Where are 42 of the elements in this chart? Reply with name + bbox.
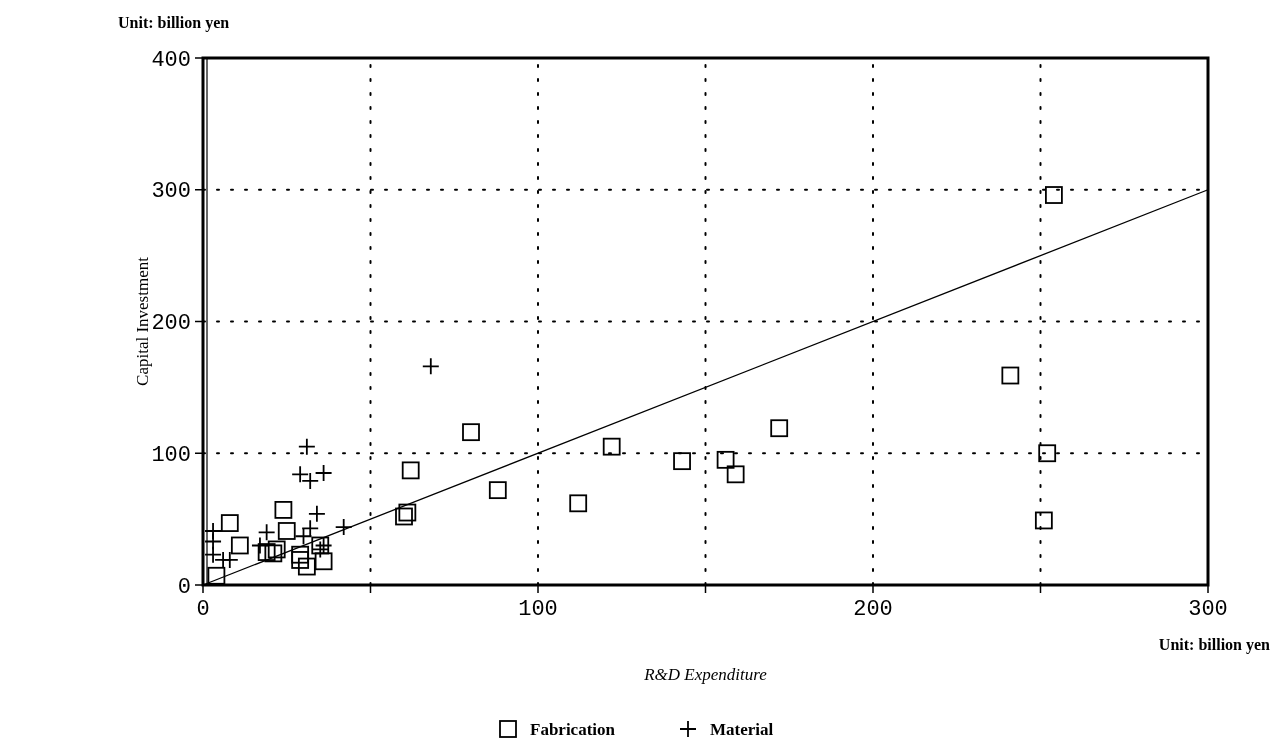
point — [291, 545, 310, 564]
point — [395, 507, 413, 526]
point — [398, 503, 417, 522]
point — [602, 437, 621, 456]
point — [726, 465, 745, 484]
point — [264, 544, 283, 563]
point — [277, 522, 296, 540]
y-axis-title: Capital Investment — [133, 256, 152, 386]
point — [401, 461, 420, 480]
x-tick-label: 0 — [196, 597, 210, 622]
y-tick-label: 200 — [151, 311, 191, 337]
point — [1038, 444, 1057, 463]
point — [716, 450, 735, 469]
legend-label: Fabrication — [530, 720, 616, 739]
point — [1034, 511, 1053, 530]
x-axis-title: R&D Expenditure — [643, 665, 768, 684]
point — [673, 452, 691, 471]
point — [314, 552, 333, 571]
y-tick-label: 400 — [151, 47, 191, 73]
point — [257, 543, 276, 561]
point — [1045, 186, 1063, 204]
point — [569, 494, 588, 513]
y-tick-label: 100 — [151, 442, 191, 468]
point — [274, 501, 293, 519]
x-tick-label: 100 — [518, 597, 558, 622]
point — [770, 419, 789, 438]
x-tick-label: 300 — [1188, 597, 1228, 622]
y-tick-label: 300 — [151, 179, 191, 205]
legend-label: Material — [710, 720, 774, 739]
point — [230, 536, 249, 555]
point — [291, 551, 310, 569]
point — [462, 423, 480, 442]
point — [488, 481, 507, 500]
point — [1001, 366, 1020, 385]
point — [220, 514, 239, 532]
point — [207, 566, 226, 585]
point — [267, 540, 286, 559]
y-tick-label: 0 — [177, 574, 191, 600]
x-tick-label: 200 — [853, 597, 893, 622]
text: Unit: billion yen — [118, 14, 230, 32]
point — [297, 557, 316, 576]
text: Unit: billion yen — [1158, 636, 1271, 654]
